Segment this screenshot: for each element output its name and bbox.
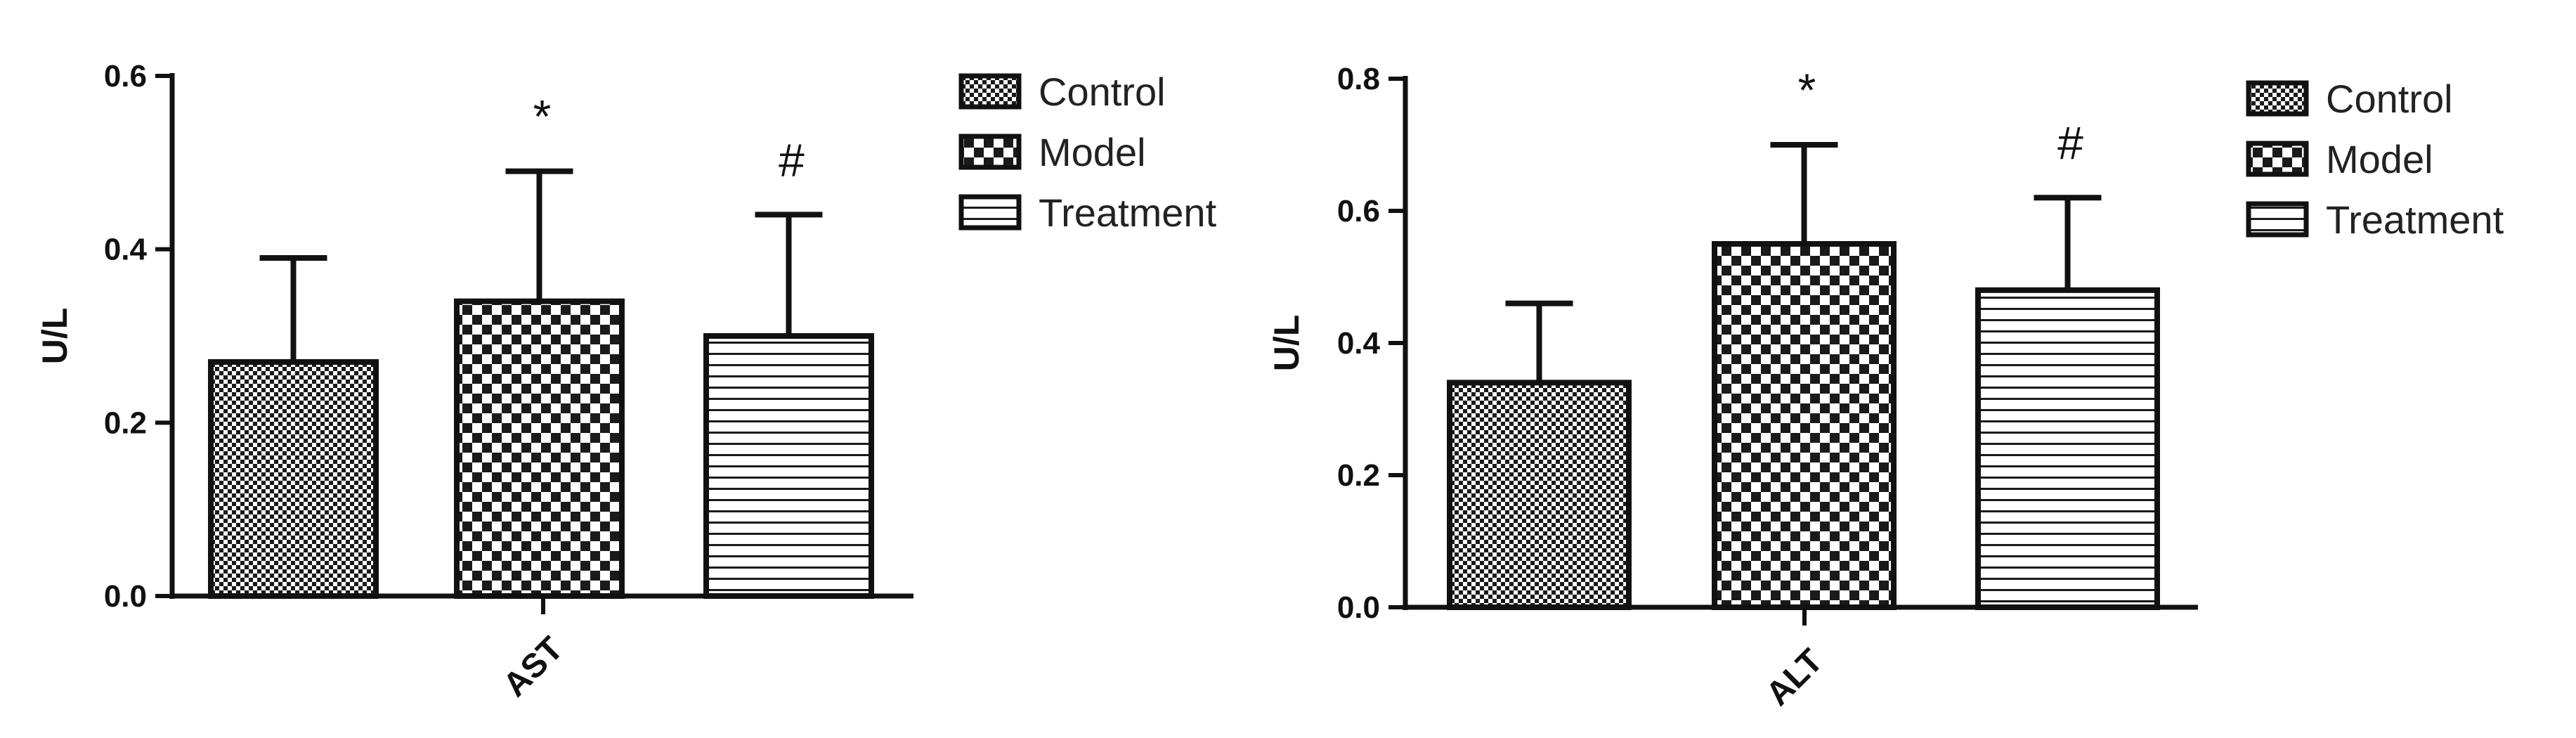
ast-legend-label-treatment: Treatment bbox=[1039, 190, 1217, 235]
ast-y-axis-title: U/L bbox=[35, 308, 74, 365]
alt-treatment-significance-marker: # bbox=[2057, 117, 2083, 169]
alt-chart: * #0.0 0.2 0.4 0.6 0.8 U/L ALT Control Model Treat… bbox=[1267, 62, 2504, 713]
alt-legend-swatch-control bbox=[2246, 80, 2309, 117]
alt-y-tick-label: 0.4 bbox=[1337, 326, 1381, 361]
ast-y-tick-label: 0.2 bbox=[104, 406, 147, 440]
ast-control-bar bbox=[208, 359, 379, 599]
ast-legend-swatch-treatment bbox=[958, 194, 1022, 231]
alt-y-tick-label: 0.8 bbox=[1337, 62, 1380, 96]
alt-treatment-bar bbox=[1975, 287, 2160, 610]
alt-control-bar bbox=[1447, 380, 1632, 611]
alt-legend-label-control: Control bbox=[2326, 77, 2453, 121]
alt-legend-label-model: Model bbox=[2326, 137, 2433, 181]
ast-category-label: AST bbox=[496, 630, 570, 704]
ast-chart: * #0.0 0.2 0.4 0.6 U/L AST Control Model Treatmen… bbox=[35, 59, 1217, 704]
ast-legend-swatch-model bbox=[958, 134, 1022, 170]
alt-legend-swatch-treatment bbox=[2246, 201, 2309, 238]
alt-legend-swatch-model bbox=[2246, 141, 2309, 177]
alt-legend-label-treatment: Treatment bbox=[2326, 198, 2504, 242]
ast-legend-swatch-control bbox=[958, 73, 1022, 110]
ast-treatment-bar bbox=[703, 333, 874, 599]
ast-y-tick-label: 0.4 bbox=[104, 233, 148, 267]
ast-model-bar bbox=[454, 298, 625, 599]
ast-legend-label-control: Control bbox=[1039, 70, 1166, 114]
alt-y-axis-title: U/L bbox=[1267, 315, 1306, 372]
alt-y-tick-label: 0.6 bbox=[1337, 194, 1380, 228]
ast-y-tick-label: 0.0 bbox=[104, 579, 147, 614]
alt-model-bar bbox=[1712, 241, 1897, 610]
alt-y-tick-label: 0.2 bbox=[1337, 458, 1380, 493]
alt-category-label: ALT bbox=[1759, 642, 1830, 713]
ast-treatment-significance-marker: # bbox=[779, 134, 805, 186]
ast-model-significance-marker: * bbox=[533, 91, 552, 143]
alt-model-significance-marker: * bbox=[1798, 64, 1816, 116]
ast-y-tick-label: 0.6 bbox=[104, 59, 147, 93]
ast-legend-label-model: Model bbox=[1039, 130, 1146, 174]
alt-y-tick-label: 0.0 bbox=[1337, 590, 1380, 625]
